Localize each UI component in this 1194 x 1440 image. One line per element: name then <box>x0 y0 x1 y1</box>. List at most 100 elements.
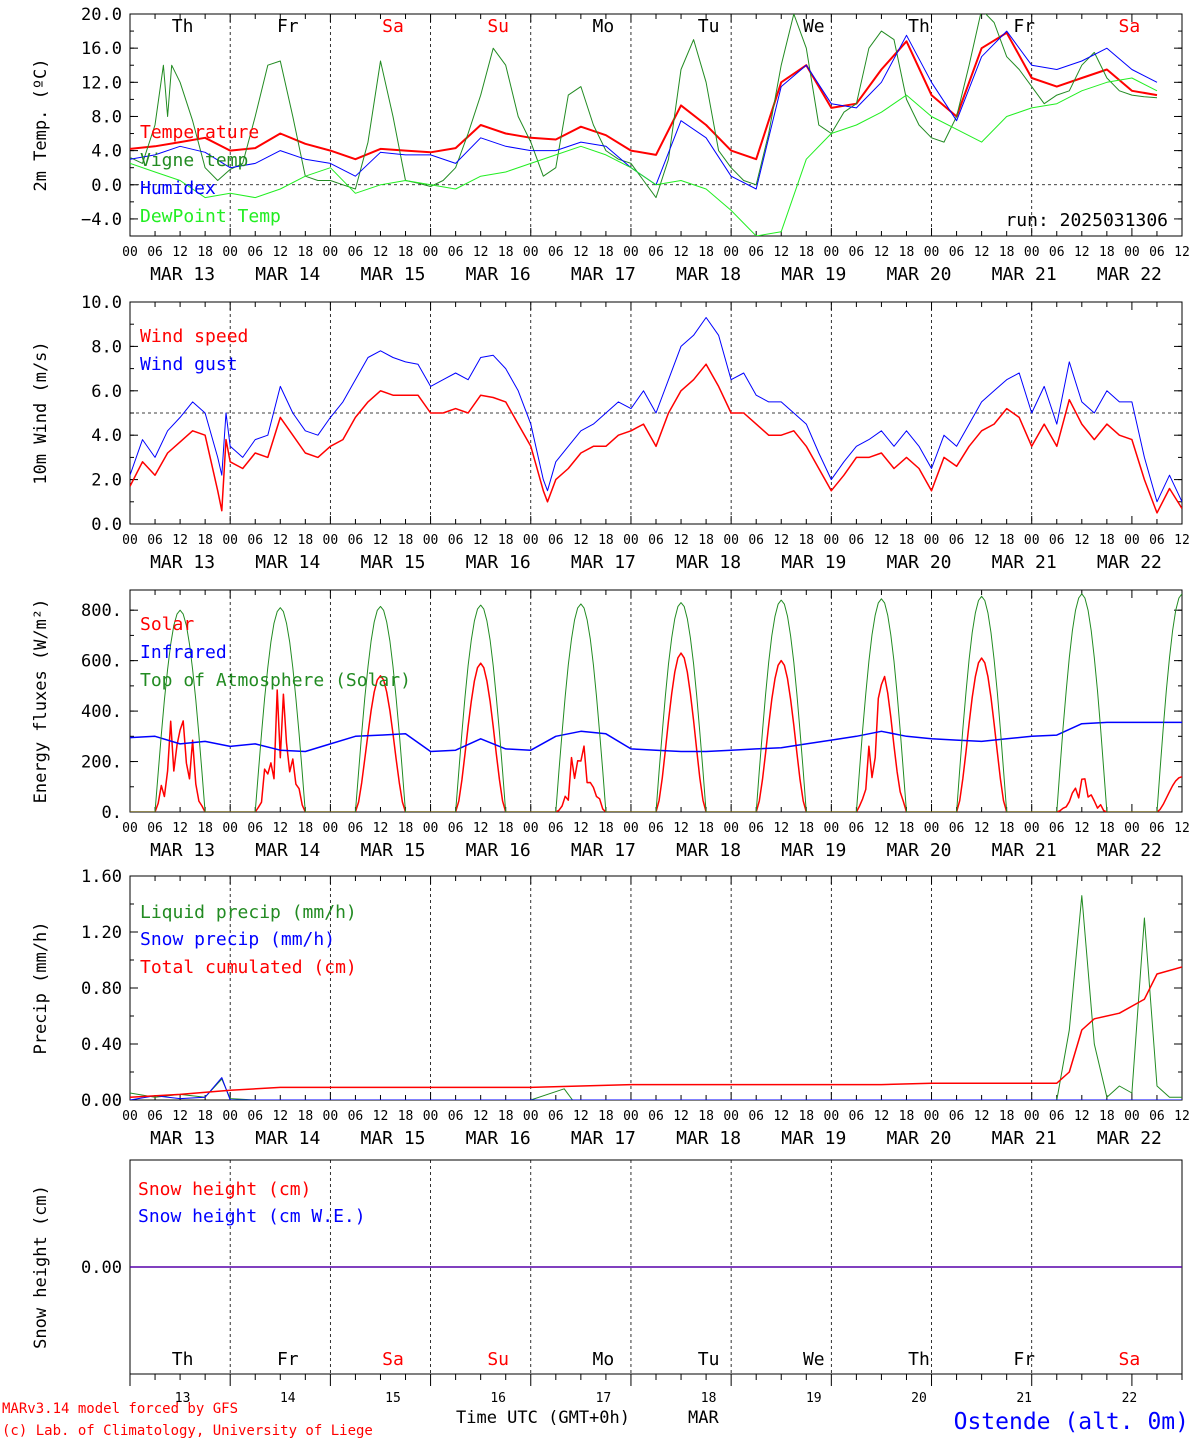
x-date-label: MAR 18 <box>676 552 741 573</box>
weekday-label: We <box>803 16 825 37</box>
x-hour-label: 00 <box>323 533 339 548</box>
x-hour-label: 12 <box>773 1109 789 1124</box>
x-hour-label: 06 <box>548 245 564 260</box>
y-tick-label: 600. <box>81 652 122 672</box>
panel-5: 0.00 Snow height (cm) 13 14 15 16 17 18 19 20 21 22… <box>31 1159 1183 1406</box>
station-label: Ostende (alt. 0m) <box>954 1409 1189 1435</box>
x-date-label: MAR 17 <box>571 552 636 573</box>
legend-entry: Total cumulated (cm) <box>140 957 357 978</box>
y-tick-label: 0.0 <box>91 515 122 535</box>
y-tick-label: 0. <box>102 803 122 823</box>
x-date-label: MAR 15 <box>360 552 425 573</box>
x-hour-label: 06 <box>949 1109 965 1124</box>
x-hour-label: 18 <box>798 245 814 260</box>
run-label: run: 2025031306 <box>1005 210 1168 231</box>
y-tick-label: 4.0 <box>91 426 122 446</box>
y-tick-label: 16.0 <box>81 39 122 59</box>
y-tick-label: 1.60 <box>81 867 122 887</box>
x-hour-label: 00 <box>623 533 639 548</box>
x-hour-label: 00 <box>122 533 138 548</box>
y-tick-label: 0.0 <box>91 176 122 196</box>
legend-entry: Infrared <box>140 642 227 663</box>
x-hour-label: 12 <box>272 245 288 260</box>
series-line-humidex <box>130 30 1158 190</box>
x-hour-label: 06 <box>247 1109 263 1124</box>
series-line-dewpoint-temp <box>130 77 1158 236</box>
x-date-label: MAR 17 <box>571 1128 636 1149</box>
x-hour-label: 00 <box>723 821 739 836</box>
x-hour-label: 00 <box>222 1109 238 1124</box>
x-date-label: MAR 22 <box>1097 1128 1162 1149</box>
x-date-label: MAR 20 <box>886 1128 951 1149</box>
legend-entry: Temperature <box>140 122 259 143</box>
x-hour-label: 00 <box>723 245 739 260</box>
panel-3: 0. 200. 400. 600. 800. Energy fluxes (W/m²) 00… <box>31 589 1190 861</box>
x-hour-label: 18 <box>598 1109 614 1124</box>
x-hour-label: 06 <box>548 1109 564 1124</box>
x-hour-label: 12 <box>473 533 489 548</box>
weekday-label: Tu <box>698 1349 720 1370</box>
x-hour-label: 18 <box>999 533 1015 548</box>
x-hour-label: 00 <box>523 245 539 260</box>
series-line-total-cumulated-cm- <box>130 966 1182 1098</box>
weekday-label: Sa <box>382 16 404 37</box>
x-hour-label: 18 <box>899 821 915 836</box>
x-hour-label: 18 <box>498 821 514 836</box>
y-tick-label: 0.40 <box>81 1035 122 1055</box>
x-date-label: MAR 21 <box>992 840 1057 861</box>
x-hour-label: 18 <box>798 533 814 548</box>
x-hour-label: 06 <box>1049 1109 1065 1124</box>
x-hour-label: 00 <box>523 821 539 836</box>
weekday-label: We <box>803 1349 825 1370</box>
x-hour-label: 18 <box>498 245 514 260</box>
legend-entry: Humidex <box>140 178 216 199</box>
y-tick-label: 0.80 <box>81 979 122 999</box>
weekday-label: Mo <box>593 1349 615 1370</box>
x-hour-label: 00 <box>423 533 439 548</box>
x-hour-label: 06 <box>949 821 965 836</box>
panel-2: 0.0 2.0 4.0 6.0 8.0 10.0 10m Wind (m/s) 00 06 12 1… <box>31 293 1190 573</box>
x-hour-label: 12 <box>473 245 489 260</box>
weekday-label: Fr <box>277 16 299 37</box>
x-hour-label: 18 <box>197 245 213 260</box>
weekday-label: Su <box>487 1349 509 1370</box>
y-tick-label: 0.00 <box>81 1091 122 1111</box>
x-hour-label: 06 <box>849 1109 865 1124</box>
legend-entry: Wind gust <box>140 354 238 375</box>
x-hour-label: 06 <box>648 245 664 260</box>
legend-entry: Top of Atmosphere (Solar) <box>140 670 411 691</box>
x-hour-label: 12 <box>172 1109 188 1124</box>
x-hour-label: 06 <box>348 821 364 836</box>
y-tick-label: 0.00 <box>81 1258 122 1278</box>
x-hour-label: 06 <box>348 245 364 260</box>
x-hour-label: 12 <box>172 821 188 836</box>
x-hour-label: 06 <box>147 533 163 548</box>
legend-entry: Snow height (cm) <box>138 1179 311 1200</box>
x-day-number: 16 <box>490 1391 506 1406</box>
x-hour-label: 06 <box>1149 533 1165 548</box>
x-hour-label: 18 <box>899 1109 915 1124</box>
x-hour-label: 18 <box>1099 533 1115 548</box>
x-hour-label: 06 <box>849 821 865 836</box>
x-hour-label: 12 <box>373 533 389 548</box>
x-hour-label: 18 <box>999 821 1015 836</box>
y-tick-label: 200. <box>81 753 122 773</box>
x-hour-label: 12 <box>673 1109 689 1124</box>
x-hour-label: 00 <box>523 1109 539 1124</box>
x-date-label: MAR 21 <box>992 552 1057 573</box>
x-hour-label: 18 <box>598 533 614 548</box>
y-axis-title: Precip (mm/h) <box>31 921 51 1054</box>
x-date-label: MAR 16 <box>466 264 531 285</box>
x-hour-label: 12 <box>573 821 589 836</box>
x-hour-label: 18 <box>899 245 915 260</box>
panel-4: 0.00 0.40 0.80 1.20 1.60 Precip (mm/h) 00 06 12 1… <box>31 867 1190 1149</box>
x-hour-label: 00 <box>1124 821 1140 836</box>
x-hour-label: 00 <box>824 533 840 548</box>
x-hour-label: 12 <box>874 533 890 548</box>
x-hour-label: 06 <box>147 821 163 836</box>
x-hour-label: 18 <box>598 821 614 836</box>
panel-1: −4.0 0.0 4.0 8.0 12.0 16.0 20.0 2m Temp. (ºC) 00… <box>31 5 1190 285</box>
x-hour-label: 12 <box>673 245 689 260</box>
weekday-label: Th <box>172 16 194 37</box>
